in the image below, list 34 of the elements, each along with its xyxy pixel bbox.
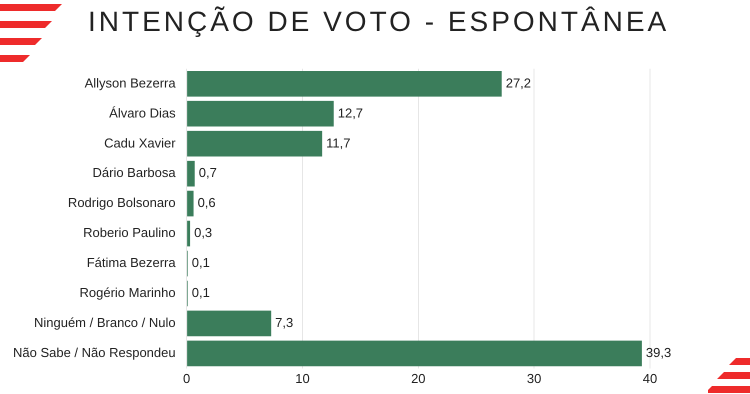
bar [187,130,322,157]
y-tick-label: Allyson Bezerra [84,75,176,90]
x-tick-label: 10 [295,370,310,386]
bar [187,310,272,336]
data-label: 11,7 [326,135,350,150]
data-label: 0,6 [198,195,216,210]
x-tick-label: 20 [411,370,426,386]
y-tick-label: Rodrigo Bolsonaro [68,195,176,210]
x-tick-label: 40 [642,370,658,386]
data-label: 27,2 [506,75,532,90]
data-label: 12,7 [338,105,364,120]
y-tick-label: Não Sabe / Não Respondeu [12,345,176,360]
data-label: 0,3 [194,225,212,240]
data-label: 7,3 [275,315,294,330]
y-tick-label: Cadu Xavier [104,135,176,150]
y-tick-label: Rogério Marinho [80,285,176,300]
data-label: 0,1 [192,285,210,300]
y-tick-label: Dário Barbosa [92,165,176,180]
x-tick-label: 30 [526,370,542,386]
bar [187,160,195,186]
data-label: 0,7 [198,165,217,180]
x-tick-label: 0 [182,370,190,386]
bar [187,190,194,216]
bar [187,220,190,246]
y-tick-label: Fátima Bezerra [86,255,176,270]
y-tick-label: Ninguém / Branco / Nulo [34,315,176,330]
data-label: 0,1 [192,255,210,270]
bar [187,100,334,127]
y-tick-label: Roberio Paulino [83,225,176,240]
bar [187,70,502,97]
data-label: 39,3 [646,345,672,360]
chart-title: INTENÇÃO DE VOTO - ESPONTÂNEA [88,6,670,38]
bar [187,340,642,366]
y-tick-label: Álvaro Dias [109,105,176,120]
